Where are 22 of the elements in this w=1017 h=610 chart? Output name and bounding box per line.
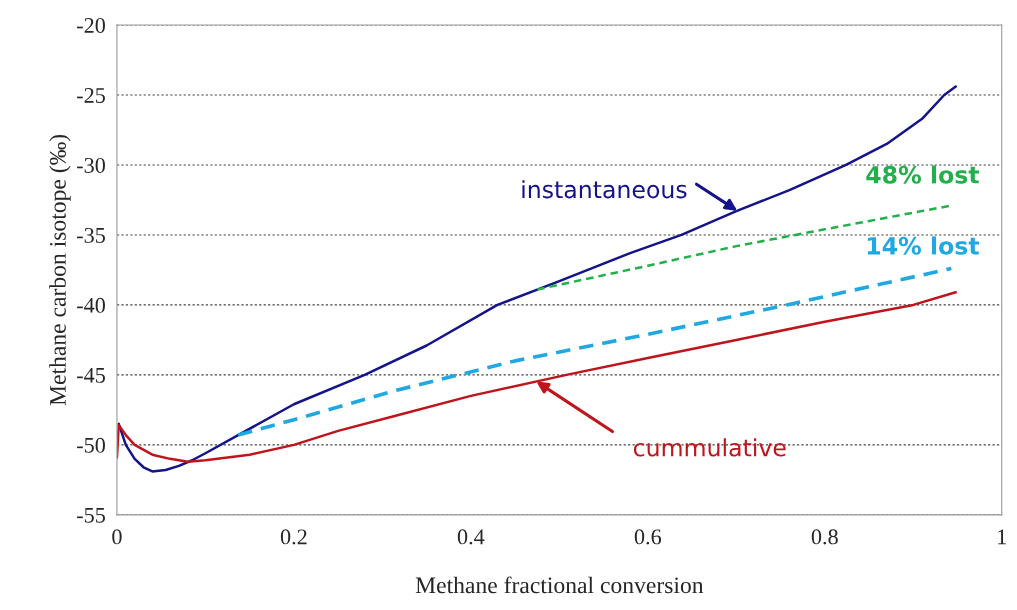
y-tick-label: -30	[77, 157, 105, 173]
line-series	[236, 266, 954, 437]
legend-label: instantaneous	[522, 180, 687, 199]
x-tick-label: 1	[998, 529, 1006, 545]
y-tick-label: -35	[77, 227, 105, 243]
x-tick-label: 0.8	[811, 529, 838, 545]
x-tick-label: 0.4	[457, 529, 485, 545]
x-tick-label: 0.6	[634, 529, 662, 545]
y-axis-title: Methane carbon isotope (‰)	[49, 134, 71, 406]
y-tick-label: -40	[77, 297, 105, 313]
x-axis-title: Methane fractional conversion	[415, 576, 704, 594]
x-tick-label: 0	[112, 529, 122, 545]
y-tick-label: -20	[77, 17, 105, 33]
y-tick-label: -45	[77, 367, 105, 383]
line-series	[116, 291, 957, 463]
y-tick-label: -50	[77, 437, 105, 453]
text: cummulative	[633, 438, 786, 457]
series-label: 14% lost	[867, 236, 980, 255]
series-label: 48% lost	[866, 165, 980, 184]
x-tick-label: 0.2	[280, 529, 307, 545]
y-tick-label: -25	[77, 87, 105, 103]
y-tick-label: -55	[77, 508, 105, 523]
